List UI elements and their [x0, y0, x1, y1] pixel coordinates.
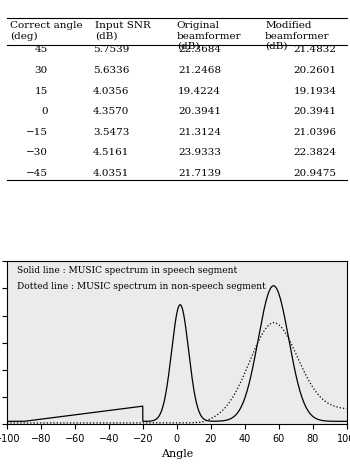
- Text: −45: −45: [26, 169, 48, 178]
- Text: 5.7539: 5.7539: [93, 45, 129, 55]
- Text: 21.2468: 21.2468: [178, 66, 221, 75]
- Text: 22.3824: 22.3824: [293, 148, 336, 158]
- Text: 0: 0: [41, 107, 48, 116]
- Text: 20.9475: 20.9475: [293, 169, 336, 178]
- Text: 4.0356: 4.0356: [93, 87, 129, 96]
- Text: Dotted line : MUSIC spectrum in non-speech segment: Dotted line : MUSIC spectrum in non-spee…: [17, 282, 266, 292]
- Text: 20.3941: 20.3941: [178, 107, 221, 116]
- X-axis label: Angle: Angle: [161, 449, 193, 459]
- Text: 45: 45: [35, 45, 48, 55]
- Text: 3.5473: 3.5473: [93, 128, 129, 137]
- Text: 4.5161: 4.5161: [93, 148, 129, 158]
- Text: Input SNR
(dB): Input SNR (dB): [95, 21, 151, 41]
- Text: 30: 30: [35, 66, 48, 75]
- Text: Correct angle
(deg): Correct angle (deg): [10, 21, 83, 41]
- Text: Original
beamformer
(dB): Original beamformer (dB): [177, 21, 242, 51]
- Text: 15: 15: [35, 87, 48, 96]
- Text: 20.3941: 20.3941: [293, 107, 336, 116]
- Text: 19.4224: 19.4224: [178, 87, 221, 96]
- Text: 19.1934: 19.1934: [293, 87, 336, 96]
- Text: Solid line : MUSIC spectrum in speech segment: Solid line : MUSIC spectrum in speech se…: [17, 266, 237, 275]
- Text: 23.9333: 23.9333: [178, 148, 221, 158]
- Text: −30: −30: [26, 148, 48, 158]
- Text: 20.2601: 20.2601: [293, 66, 336, 75]
- Text: Modified
beamformer
(dB): Modified beamformer (dB): [265, 21, 330, 51]
- Text: 21.3124: 21.3124: [178, 128, 221, 137]
- Text: −15: −15: [26, 128, 48, 137]
- Text: 22.3684: 22.3684: [178, 45, 221, 55]
- Text: 21.0396: 21.0396: [293, 128, 336, 137]
- Text: 4.3570: 4.3570: [93, 107, 129, 116]
- Text: 21.4832: 21.4832: [293, 45, 336, 55]
- Text: 5.6336: 5.6336: [93, 66, 129, 75]
- Text: 21.7139: 21.7139: [178, 169, 221, 178]
- Text: 4.0351: 4.0351: [93, 169, 129, 178]
